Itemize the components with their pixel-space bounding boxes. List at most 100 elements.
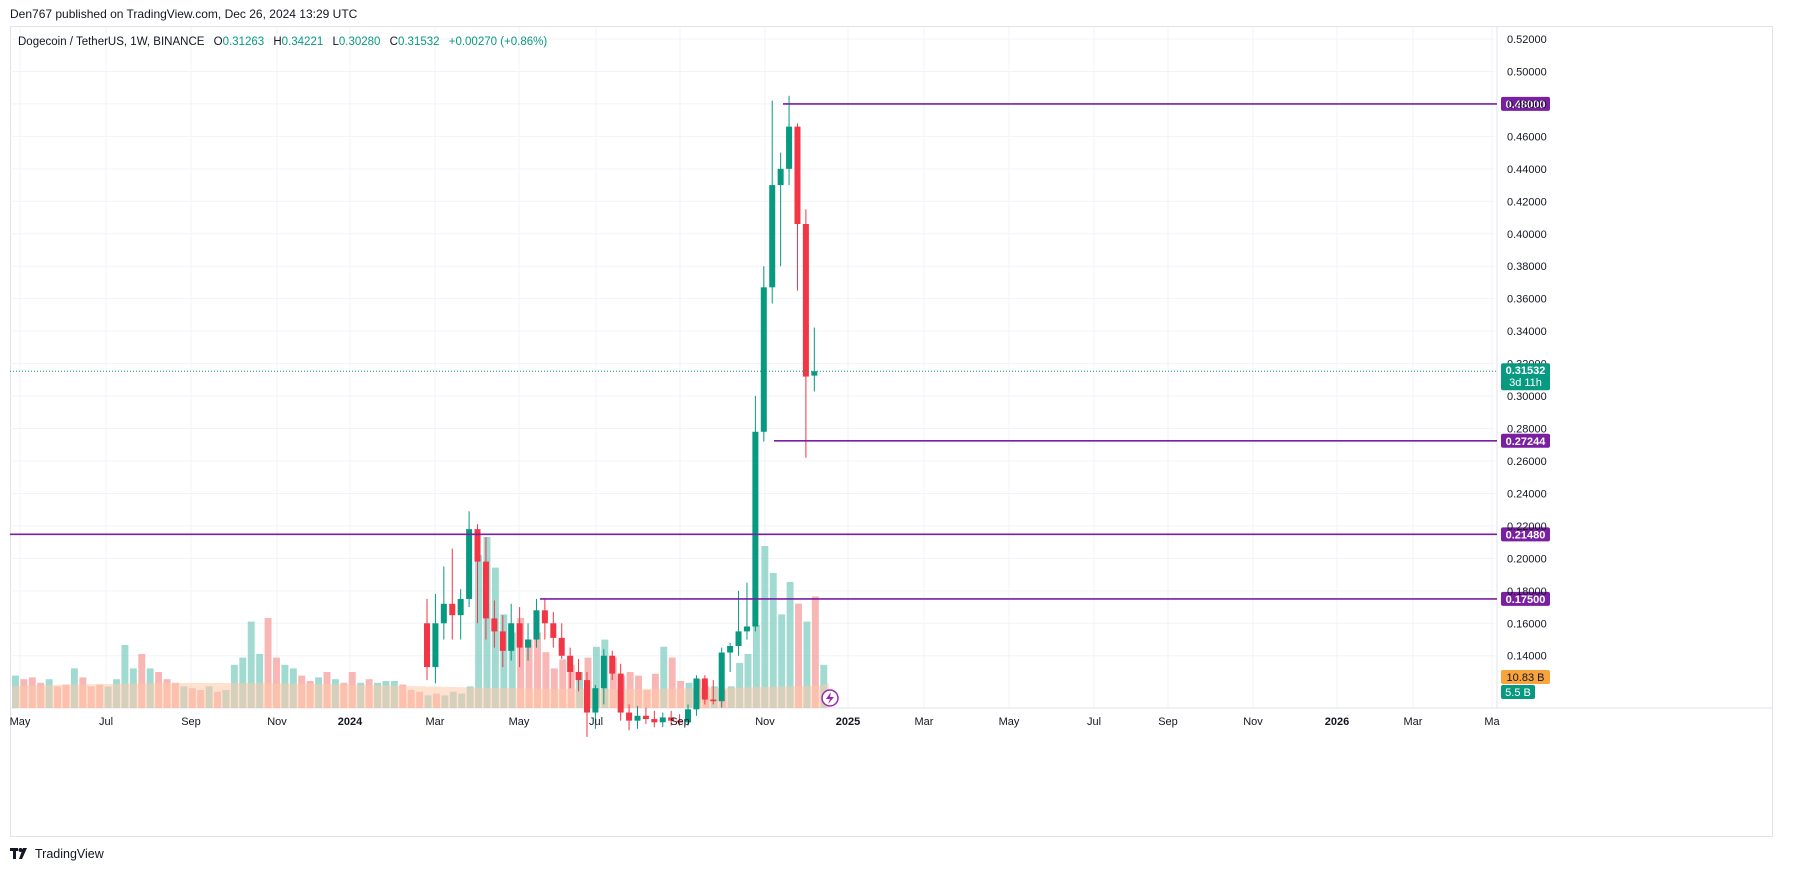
time-tick-label: Nov: [1243, 716, 1263, 728]
time-tick-label: 2025: [836, 716, 860, 728]
volume-bar: [475, 555, 483, 708]
close-value: 0.31532: [397, 36, 440, 48]
level-price-label: 0.27244: [1506, 436, 1547, 448]
price-tick-label: 0.26000: [1507, 456, 1547, 468]
volume-bar: [744, 654, 752, 708]
high-label: H: [273, 36, 282, 48]
time-tick-label: May: [509, 716, 530, 728]
price-tick-label: 0.48000: [1507, 99, 1547, 111]
price-tick-label: 0.16000: [1507, 618, 1547, 630]
level-price-label-bg: [1501, 591, 1550, 606]
lightning-icon-bolt: [826, 692, 834, 704]
volume-bar: [778, 614, 786, 708]
time-tick-label: May: [999, 716, 1020, 728]
high-value: 0.34221: [281, 36, 324, 48]
candle-body: [769, 185, 776, 288]
time-tick-label: Jul: [589, 716, 603, 728]
candle-body: [676, 720, 683, 723]
volume-bar: [525, 639, 533, 708]
candle-body: [516, 623, 523, 648]
volume-ma-label: 10.83 B: [1507, 672, 1545, 684]
candle-body: [541, 610, 548, 624]
price-tick-label: 0.50000: [1507, 66, 1547, 78]
candle-body: [499, 631, 506, 651]
candle-body: [685, 709, 692, 723]
candle-body: [794, 126, 801, 225]
candle-body: [710, 699, 717, 702]
volume-bar: [273, 657, 280, 708]
time-tick-label: Jul: [1087, 716, 1101, 728]
volume-bar: [534, 632, 541, 708]
volume-bar: [811, 596, 819, 708]
price-tick-label: 0.46000: [1507, 131, 1547, 143]
volume-bar: [736, 663, 744, 708]
candle-body: [777, 168, 784, 186]
level-price-label-bg: [1501, 96, 1550, 111]
price-tick-label: 0.28000: [1507, 424, 1547, 436]
volume-bar: [559, 659, 567, 708]
candle-body: [474, 529, 481, 562]
volume-bar: [264, 618, 272, 708]
volume-bar: [508, 632, 516, 708]
volume-label: 5.5 B: [1505, 687, 1531, 699]
level-price-label: 0.48000: [1506, 99, 1546, 111]
candle-body: [508, 623, 515, 651]
level-price-label-bg: [1501, 527, 1550, 542]
price-tick-label: 0.24000: [1507, 488, 1547, 500]
candle-body: [592, 688, 599, 713]
candle-body: [642, 715, 649, 720]
candle-body: [449, 603, 456, 616]
time-tick-label: Nov: [267, 716, 287, 728]
candle-body: [466, 529, 473, 599]
candle-body: [432, 623, 439, 668]
footer-brand[interactable]: TradingView: [10, 847, 104, 861]
volume-bar: [761, 546, 769, 708]
volume-bar: [121, 645, 129, 708]
price-tick-label: 0.18000: [1507, 586, 1547, 598]
price-tick-label: 0.20000: [1507, 553, 1547, 565]
candle-body: [609, 655, 616, 674]
candle-body: [533, 610, 540, 640]
candle-body: [786, 126, 793, 169]
volume-bar: [239, 657, 247, 708]
volume-bar: [256, 654, 264, 708]
candle-body: [550, 623, 557, 638]
candle-body: [811, 371, 818, 376]
candle-body: [760, 287, 767, 432]
change-value: +0.00270 (+0.86%): [448, 36, 548, 48]
publish-info: Den767 published on TradingView.com, Dec…: [10, 7, 358, 21]
candle-body: [600, 655, 607, 689]
time-tick-label: Sep: [181, 716, 201, 728]
candle-body: [575, 671, 582, 681]
time-tick-label: 2026: [1325, 716, 1349, 728]
volume-bar: [138, 654, 146, 708]
price-tick-label: 0.36000: [1507, 294, 1547, 306]
time-tick-label: May: [10, 716, 31, 728]
candle-body: [668, 717, 675, 721]
volume-bar: [483, 537, 491, 708]
candle-body: [626, 712, 633, 721]
price-tick-label: 0.44000: [1507, 164, 1547, 176]
candle-body: [525, 639, 532, 648]
candle-body: [491, 618, 498, 632]
time-tick-label: Mar: [915, 716, 934, 728]
open-value: 0.31263: [222, 36, 265, 48]
volume-bar: [769, 573, 777, 708]
volume-bar: [542, 652, 550, 708]
time-tick-label: Jul: [99, 716, 113, 728]
candle-body: [651, 719, 658, 723]
symbol-title[interactable]: Dogecoin / TetherUS, 1W, BINANCE: [18, 36, 205, 48]
volume-bar: [660, 646, 668, 708]
time-tick-label: Sep: [1158, 716, 1178, 728]
volume-bar: [550, 668, 558, 708]
candle-body: [659, 717, 666, 723]
time-tick-label: 2024: [338, 716, 363, 728]
open-label: O: [213, 36, 223, 48]
volume-bar: [592, 646, 600, 708]
current-price-badge: [1501, 363, 1550, 391]
low-label: L: [332, 36, 339, 48]
volume-bar: [491, 567, 499, 708]
candle-body: [802, 224, 809, 377]
candle-body: [743, 626, 750, 632]
